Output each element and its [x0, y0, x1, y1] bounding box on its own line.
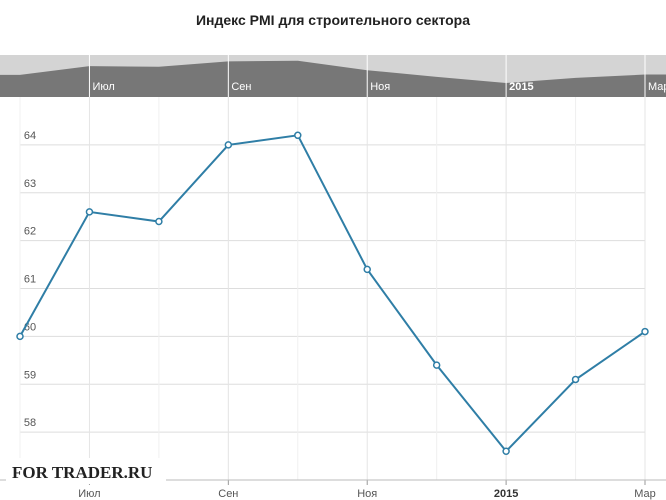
point — [294, 131, 302, 140]
point — [432, 361, 441, 369]
navigator-series: Июл Сен Ноя 2015 Мар — [0, 55, 666, 97]
line — [19, 134, 646, 453]
point — [571, 375, 580, 384]
y-tick-label: 63 — [24, 178, 36, 190]
chart-title: Индекс PMI для строительного сектора — [196, 12, 470, 28]
navigator-label: Сен — [231, 81, 251, 93]
watermark: FOR TRADER.RU — [12, 463, 152, 482]
watermark-box — [6, 458, 166, 484]
navigator-label: Ноя — [370, 81, 390, 93]
x-tick-label: Мар — [634, 488, 656, 500]
point — [363, 265, 371, 274]
point — [502, 447, 510, 456]
navigator-area — [0, 60, 666, 97]
y-tick-label: 61 — [24, 274, 36, 286]
y-tick-label: 64 — [24, 130, 36, 142]
x-tick-label: Ноя — [357, 488, 377, 500]
x-tick-label: Сен — [218, 488, 238, 500]
point — [16, 332, 24, 341]
y-tick-label: 62 — [24, 226, 36, 238]
point — [155, 217, 163, 226]
x-tick-label: 2015 — [494, 488, 518, 500]
point — [641, 327, 649, 336]
y-tick-label: 59 — [24, 369, 36, 381]
y-tick-label: 58 — [24, 417, 36, 429]
navigator-label: Мар — [648, 81, 666, 93]
navigator-label: Июл — [92, 81, 114, 93]
navigator-label: 2015 — [509, 81, 533, 93]
point — [224, 141, 233, 149]
point — [85, 208, 94, 216]
x-tick-label: Июл — [78, 488, 100, 500]
